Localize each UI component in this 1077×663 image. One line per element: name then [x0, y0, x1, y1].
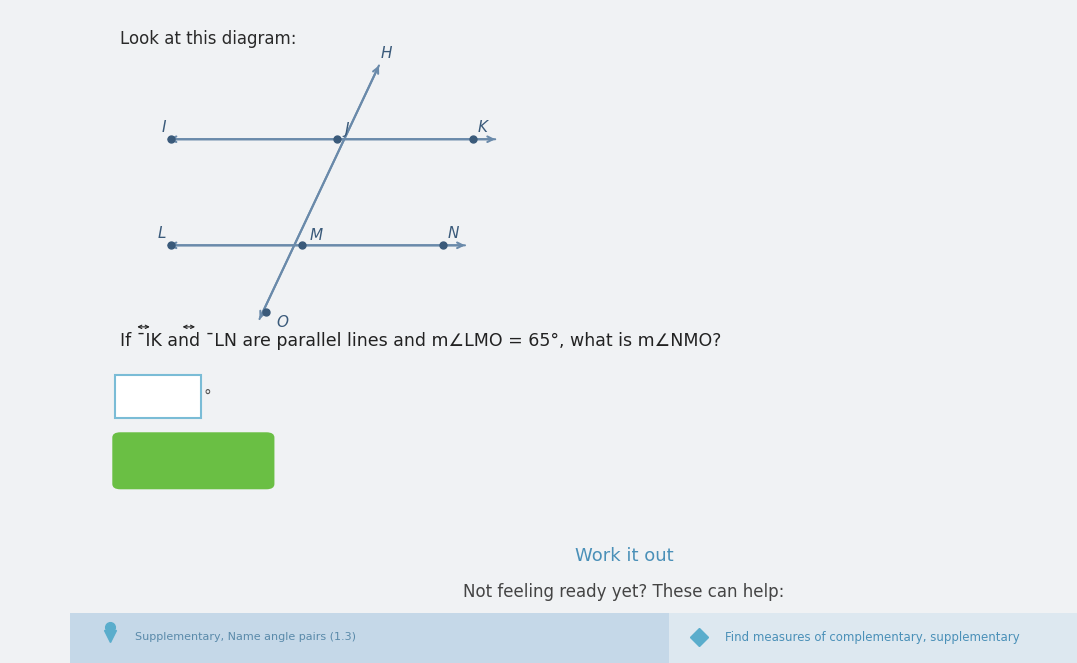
Text: If ¯IK and ¯LN are parallel lines and m∠LMO = 65°, what is m∠NMO?: If ¯IK and ¯LN are parallel lines and m∠… [121, 332, 722, 349]
Text: J: J [345, 121, 349, 137]
Text: Work it out: Work it out [574, 547, 673, 565]
Text: K: K [478, 119, 488, 135]
Bar [669, 613, 1077, 663]
Bar [70, 613, 669, 663]
Text: L: L [157, 225, 166, 241]
Text: Submit: Submit [160, 452, 226, 470]
Text: I: I [162, 119, 166, 135]
Text: O: O [277, 315, 289, 330]
Text: Not feeling ready yet? These can help:: Not feeling ready yet? These can help: [463, 583, 784, 601]
FancyBboxPatch shape [115, 375, 201, 418]
FancyBboxPatch shape [112, 432, 275, 489]
Text: N: N [448, 225, 459, 241]
Text: M: M [310, 227, 323, 243]
Text: Find measures of complementary, supplementary: Find measures of complementary, suppleme… [725, 631, 1019, 644]
Text: °: ° [204, 389, 212, 404]
Text: Look at this diagram:: Look at this diagram: [121, 30, 297, 48]
Text: H: H [380, 46, 392, 61]
Text: Supplementary, Name angle pairs (1.3): Supplementary, Name angle pairs (1.3) [136, 632, 356, 642]
